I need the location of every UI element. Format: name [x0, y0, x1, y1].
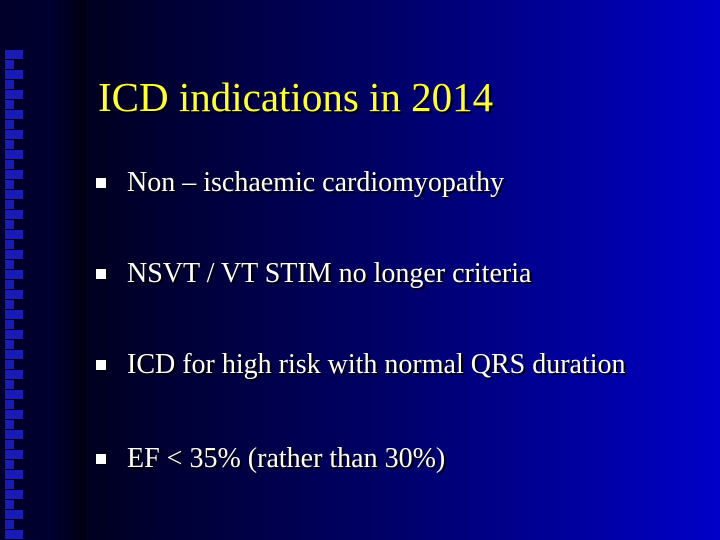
- decorative-side-panel: [0, 0, 86, 540]
- bullet-text: Non – ischaemic cardiomyopathy: [127, 167, 505, 198]
- decorative-square: [5, 450, 14, 459]
- decorative-square: [5, 390, 14, 399]
- decorative-square: [14, 70, 23, 79]
- decorative-square: [5, 350, 14, 359]
- decorative-square: [14, 370, 23, 379]
- bullet-text: ICD for high risk with normal QRS durati…: [127, 349, 626, 380]
- decorative-square: [14, 350, 23, 359]
- decorative-square: [14, 530, 23, 539]
- decorative-square: [14, 250, 23, 259]
- decorative-square: [14, 390, 23, 399]
- decorative-square: [5, 120, 14, 129]
- decorative-square: [14, 270, 23, 279]
- bullet-item: Non – ischaemic cardiomyopathy: [96, 166, 504, 200]
- decorative-square: [5, 490, 14, 499]
- square-bullet-icon: [96, 454, 106, 464]
- decorative-square: [5, 160, 14, 169]
- bullet-text: EF < 35% (rather than 30%): [127, 443, 446, 474]
- decorative-square: [5, 400, 14, 409]
- decorative-square: [14, 290, 23, 299]
- decorative-square: [5, 230, 14, 239]
- decorative-square: [14, 310, 23, 319]
- decorative-square: [5, 440, 14, 449]
- decorative-square: [5, 140, 14, 149]
- decorative-square: [5, 70, 14, 79]
- decorative-square: [5, 340, 14, 349]
- decorative-square: [5, 130, 14, 139]
- decorative-square: [5, 190, 14, 199]
- decorative-square: [14, 410, 23, 419]
- decorative-square: [14, 430, 23, 439]
- decorative-square: [14, 230, 23, 239]
- decorative-square: [5, 240, 14, 249]
- bullet-text: NSVT / VT STIM no longer criteria: [127, 258, 532, 289]
- decorative-square: [5, 500, 14, 509]
- decorative-square: [5, 380, 14, 389]
- decorative-square: [14, 330, 23, 339]
- decorative-square: [5, 320, 14, 329]
- bullet-item: ICD for high risk with normal QRS durati…: [96, 348, 626, 382]
- decorative-square: [5, 330, 14, 339]
- decorative-square: [5, 520, 14, 529]
- decorative-square: [5, 250, 14, 259]
- decorative-square: [5, 420, 14, 429]
- decorative-square: [14, 190, 23, 199]
- square-bullet-icon: [96, 269, 106, 279]
- decorative-square: [5, 360, 14, 369]
- decorative-square: [14, 490, 23, 499]
- decorative-square: [5, 260, 14, 269]
- decorative-square: [5, 430, 14, 439]
- bullet-item: NSVT / VT STIM no longer criteria: [96, 257, 531, 291]
- decorative-square: [5, 210, 14, 219]
- decorative-square: [5, 110, 14, 119]
- decorative-square: [14, 50, 23, 59]
- decorative-square: [5, 180, 14, 189]
- slide-title: ICD indications in 2014: [98, 74, 494, 120]
- decorative-square: [5, 60, 14, 69]
- decorative-square: [5, 90, 14, 99]
- decorative-square: [5, 470, 14, 479]
- decorative-square: [14, 110, 23, 119]
- decorative-square: [5, 280, 14, 289]
- decorative-square: [5, 50, 14, 59]
- decorative-square: [5, 480, 14, 489]
- decorative-square: [5, 170, 14, 179]
- decorative-square: [14, 470, 23, 479]
- decorative-square: [5, 80, 14, 89]
- decorative-square: [14, 450, 23, 459]
- decorative-square: [5, 310, 14, 319]
- square-bullet-icon: [96, 360, 106, 370]
- decorative-square: [5, 530, 14, 539]
- decorative-square: [14, 170, 23, 179]
- decorative-square: [5, 510, 14, 519]
- square-bullet-icon: [96, 178, 106, 188]
- decorative-square: [5, 460, 14, 469]
- decorative-square: [5, 200, 14, 209]
- decorative-square: [5, 370, 14, 379]
- decorative-square: [5, 290, 14, 299]
- decorative-square: [14, 90, 23, 99]
- decorative-square: [14, 210, 23, 219]
- decorative-square: [14, 510, 23, 519]
- decorative-square: [5, 300, 14, 309]
- decorative-square: [14, 150, 23, 159]
- decorative-square: [14, 130, 23, 139]
- decorative-square: [5, 150, 14, 159]
- decorative-square: [5, 220, 14, 229]
- decorative-square: [5, 410, 14, 419]
- bullet-item: EF < 35% (rather than 30%): [96, 442, 445, 476]
- decorative-square: [5, 100, 14, 109]
- decorative-square: [5, 270, 14, 279]
